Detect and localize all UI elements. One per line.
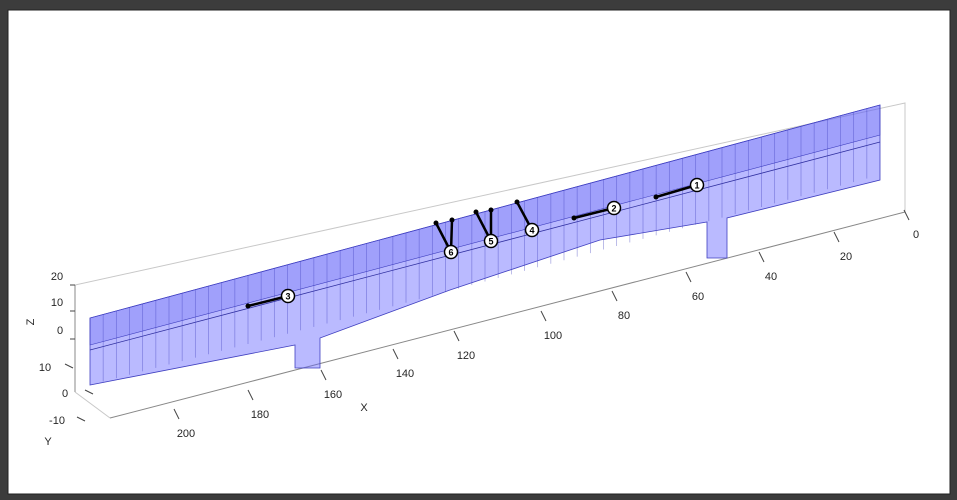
y-axis-label: Y — [44, 436, 52, 448]
stick-end — [434, 221, 439, 226]
y-tick-label: 10 — [39, 362, 51, 374]
x-tick-label: 180 — [251, 409, 269, 421]
z-axis-label: Z — [25, 318, 37, 325]
x-tick-label: 20 — [840, 251, 852, 263]
stick-end — [489, 208, 494, 213]
figure-window: 123456 X Y Z 020406080100120140160180200… — [0, 0, 957, 500]
stick-end — [246, 304, 251, 309]
z-tick-label: 0 — [57, 325, 63, 337]
stick-end — [654, 195, 659, 200]
page: {"axes": {"x_label": "X", "y_label": "Y"… — [0, 0, 957, 500]
x-axis-label: X — [360, 402, 368, 414]
node-label: 1 — [694, 180, 699, 190]
x-tick-label: 40 — [765, 271, 777, 283]
x-tick-label: 200 — [177, 428, 195, 440]
y-tick-label: -10 — [49, 415, 65, 427]
x-tick-label: 60 — [692, 291, 704, 303]
stick-end — [450, 218, 455, 223]
node-label: 2 — [611, 203, 616, 213]
x-tick-label: 120 — [457, 350, 475, 362]
z-tick-label: 10 — [51, 297, 63, 309]
stick-end — [515, 200, 520, 205]
stick-end — [474, 210, 479, 215]
z-tick-label: 20 — [51, 271, 63, 283]
node-label: 4 — [529, 225, 534, 235]
x-tick-label: 160 — [324, 389, 342, 401]
stick-end — [572, 216, 577, 221]
y-tick-label: 0 — [62, 388, 68, 400]
node-label: 6 — [448, 247, 453, 257]
x-tick-label: 80 — [618, 310, 630, 322]
x-tick-label: 140 — [396, 368, 414, 380]
x-tick-label: 0 — [913, 229, 919, 241]
x-tick-label: 100 — [544, 330, 562, 342]
node-label: 3 — [285, 291, 290, 301]
node-label: 5 — [488, 236, 493, 246]
title-bar — [0, 0, 957, 10]
